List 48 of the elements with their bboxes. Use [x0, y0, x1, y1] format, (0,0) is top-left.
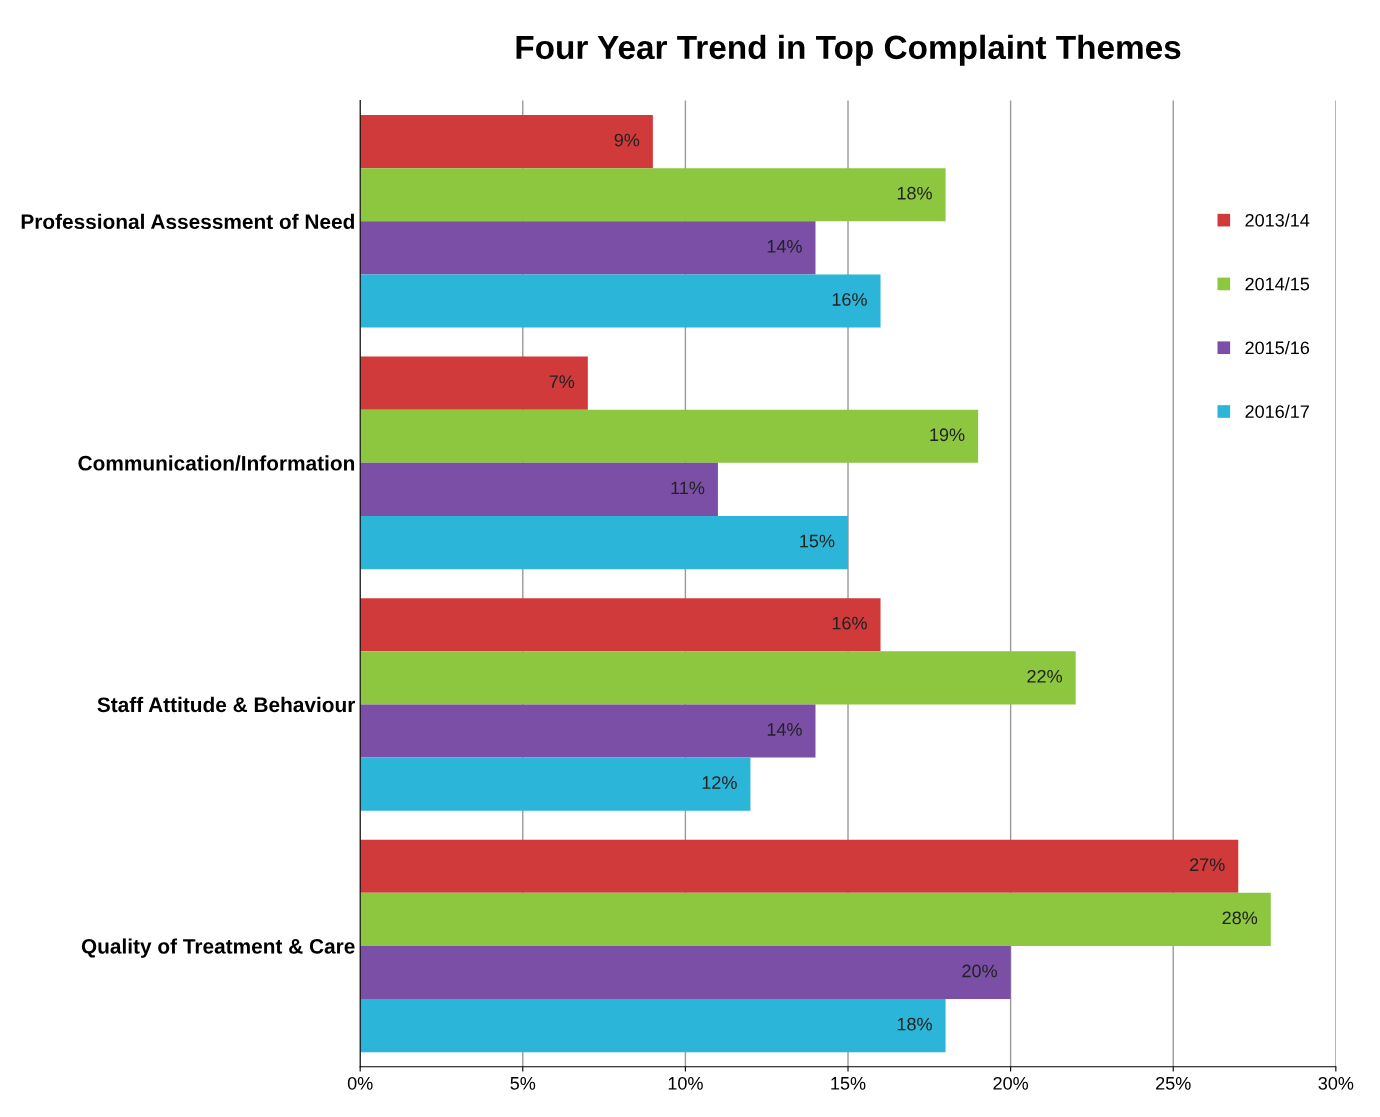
data-label: 28%: [1222, 911, 1258, 925]
legend-label: 2016/17: [1245, 404, 1309, 418]
legend-label: 2015/16: [1245, 340, 1310, 355]
chart-title: Four Year Trend in Top Complaint Themes: [516, 34, 1181, 66]
y-tick-label: Communication/Information: [78, 455, 355, 471]
bar: [360, 757, 751, 811]
data-label: 22%: [1027, 669, 1063, 683]
data-label: 18%: [897, 1017, 932, 1031]
data-label: 18%: [897, 186, 932, 200]
bar: [360, 221, 816, 275]
bar: [360, 892, 1271, 946]
bar: [360, 356, 588, 410]
legend-label: 2014/15: [1245, 277, 1310, 291]
data-label: 12%: [702, 776, 737, 789]
bar: [360, 945, 1011, 1000]
bar: [360, 516, 849, 570]
data-label: 16%: [832, 616, 867, 630]
x-tick-label: 15%: [831, 1077, 866, 1090]
bar: [360, 462, 718, 516]
x-tick-label: 0%: [347, 1076, 373, 1090]
bar: [360, 115, 653, 169]
data-label: 20%: [962, 964, 997, 978]
data-label: 27%: [1190, 858, 1225, 872]
data-label: 15%: [800, 534, 835, 548]
legend-label: 2013/14: [1245, 213, 1310, 227]
data-label: 11%: [671, 481, 705, 495]
y-tick-label: Professional Assessment of Need: [21, 213, 354, 230]
y-tick-label: Staff Attitude & Behaviour: [97, 696, 356, 713]
bar: [360, 274, 881, 328]
data-label: 19%: [930, 428, 965, 442]
data-label: 14%: [767, 240, 802, 253]
x-tick-label: 10%: [668, 1076, 703, 1090]
bar: [360, 704, 816, 758]
bar: [360, 839, 1239, 893]
x-tick-label: 30%: [1318, 1076, 1354, 1090]
data-label: 7%: [549, 375, 575, 388]
data-label: 14%: [767, 723, 802, 736]
bar: [360, 999, 946, 1053]
data-label: 9%: [614, 133, 640, 147]
bar: [360, 168, 946, 222]
y-tick-label: Quality of Treatment & Care: [81, 938, 355, 958]
bar: [360, 651, 1076, 705]
x-tick-label: 5%: [510, 1077, 536, 1090]
bar: [360, 598, 881, 652]
x-tick-label: 20%: [993, 1076, 1029, 1090]
x-tick-label: 25%: [1156, 1076, 1191, 1090]
bar: [360, 409, 979, 463]
data-label: 16%: [832, 293, 867, 306]
